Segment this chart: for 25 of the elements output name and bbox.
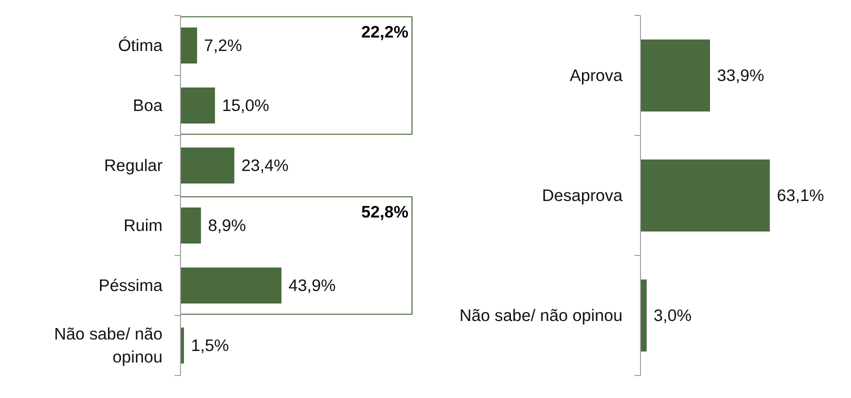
y-tick-label: Péssima bbox=[98, 276, 164, 295]
data-label: 7,2% bbox=[204, 36, 242, 55]
y-tick-label: Regular bbox=[104, 156, 163, 175]
bar bbox=[180, 148, 234, 184]
bar bbox=[180, 208, 201, 244]
y-tick-label: Ótima bbox=[118, 36, 164, 55]
y-tick-label: Ruim bbox=[124, 216, 163, 235]
text: 22,2% bbox=[361, 22, 409, 42]
y-tick-label: Boa bbox=[132, 96, 164, 115]
text: 52,8% bbox=[361, 202, 409, 222]
y-tick-label: Não sabe/ não opinou bbox=[54, 324, 163, 366]
data-label: 33,9% bbox=[716, 66, 764, 85]
data-label: 3,0% bbox=[654, 306, 692, 325]
y-tick-label: Aprova bbox=[570, 66, 624, 85]
bar bbox=[180, 88, 215, 124]
y-tick-label: Não sabe/ não opinou bbox=[460, 306, 623, 325]
data-label: 63,1% bbox=[776, 186, 824, 205]
data-label: 43,9% bbox=[288, 276, 336, 295]
data-label: 8,9% bbox=[208, 216, 246, 235]
data-label: 1,5% bbox=[190, 336, 230, 355]
data-label: 15,0% bbox=[222, 96, 270, 115]
data-label: 23,4% bbox=[241, 156, 289, 175]
y-tick-label: Desaprova bbox=[542, 186, 624, 205]
bar bbox=[180, 28, 198, 64]
bar bbox=[180, 268, 282, 304]
